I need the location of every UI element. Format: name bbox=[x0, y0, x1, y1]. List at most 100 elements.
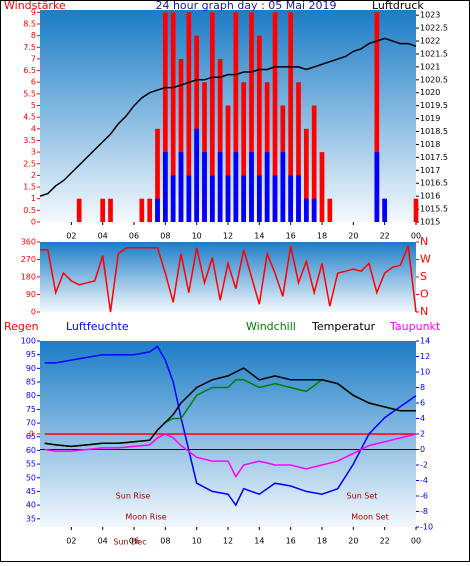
legend-entry: Regen bbox=[4, 320, 39, 333]
wind-bar bbox=[194, 128, 200, 222]
wind-bar bbox=[296, 175, 301, 222]
wind-bar bbox=[319, 152, 325, 222]
wind-bar bbox=[327, 198, 333, 222]
wind-bar bbox=[217, 152, 223, 222]
x-tick-label: 12 bbox=[223, 537, 233, 546]
y-tick-label: 270 bbox=[21, 255, 36, 264]
y-label: Windstärke bbox=[4, 0, 66, 12]
y-tick-label: 0 bbox=[31, 308, 36, 317]
y-tick-label: 9 bbox=[31, 8, 36, 17]
x-tick-label: 04 bbox=[98, 537, 108, 546]
annotation: Moon Rise bbox=[125, 513, 166, 522]
y-tick-label: 2.5 bbox=[23, 159, 36, 168]
wind-bar bbox=[209, 175, 215, 222]
legend-entry: Luftfeuchte bbox=[66, 320, 129, 333]
y-tick-label: 95 bbox=[26, 350, 36, 359]
x-tick-label: 18 bbox=[317, 232, 327, 241]
wind-bar bbox=[139, 198, 145, 222]
y2-tick-label: 1018.5 bbox=[420, 127, 448, 136]
wind-bar bbox=[382, 198, 388, 222]
y2-tick-label: 1021.5 bbox=[420, 49, 448, 58]
annotation: Sun Set bbox=[347, 492, 378, 501]
wind-bar bbox=[249, 12, 254, 223]
y2-tick-label: S bbox=[420, 270, 427, 283]
wind-bar bbox=[264, 152, 270, 222]
wind-bar bbox=[303, 198, 309, 222]
y-tick-label: 180 bbox=[21, 273, 36, 282]
x-tick-label: 02 bbox=[66, 537, 76, 546]
wind-bar bbox=[311, 198, 317, 222]
y-tick-label: 4 bbox=[31, 124, 36, 133]
y-tick-label: 1 bbox=[31, 194, 36, 203]
wind-bar bbox=[256, 35, 262, 222]
y-tick-label: 60 bbox=[26, 446, 36, 455]
y2-tick-label: N bbox=[420, 305, 428, 318]
wind-bar bbox=[217, 58, 223, 222]
wind-bar bbox=[209, 12, 215, 223]
x-tick-label: 00 bbox=[411, 537, 421, 546]
wind-bar bbox=[100, 198, 106, 222]
x-tick-label: 06 bbox=[129, 537, 139, 546]
annotation: Moon Set bbox=[351, 513, 388, 522]
y-tick-label: 360 bbox=[21, 238, 36, 247]
y-tick-label: 0.5 bbox=[23, 206, 36, 215]
y-tick-label: 3.5 bbox=[23, 136, 36, 145]
x-tick-label: 16 bbox=[286, 537, 296, 546]
data-line bbox=[44, 345, 417, 507]
y-tick-label: 40 bbox=[26, 501, 36, 510]
y-tick-label: 1.5 bbox=[23, 183, 36, 192]
y2-tick-label: 12 bbox=[420, 352, 430, 361]
y2-tick-label: W bbox=[420, 253, 431, 266]
legend-entry: Temperatur bbox=[311, 320, 376, 333]
chart-title: 24 hour graph day : 05 Mai 2019 bbox=[155, 0, 336, 12]
data-line bbox=[44, 433, 417, 479]
wind-bar bbox=[225, 175, 231, 222]
y-tick-label: 5 bbox=[31, 101, 36, 110]
y-tick-label: 90 bbox=[26, 290, 36, 299]
y2-tick-label: -2 bbox=[420, 461, 428, 470]
y2-tick-label: 1021 bbox=[420, 62, 440, 71]
data-line bbox=[44, 367, 416, 448]
y2-label: Luftdruck bbox=[372, 0, 424, 12]
x-tick-label: 18 bbox=[317, 537, 327, 546]
wind-bar bbox=[162, 152, 168, 222]
y-tick-label: 2 bbox=[31, 171, 36, 180]
x-tick-label: 10 bbox=[192, 537, 202, 546]
wind-bar bbox=[162, 12, 168, 223]
y-tick-label: 5.5 bbox=[23, 89, 36, 98]
x-tick-label: 14 bbox=[254, 232, 264, 241]
wind-bar bbox=[108, 198, 113, 222]
x-tick-label: 10 bbox=[192, 232, 202, 241]
wind-bar bbox=[155, 198, 160, 222]
y2-tick-label: 1020 bbox=[420, 88, 440, 97]
y2-tick-label: 1022 bbox=[420, 37, 440, 46]
y-tick-label: 6.5 bbox=[23, 66, 36, 75]
wind-bar bbox=[272, 12, 278, 223]
y-tick-label: 0 bbox=[31, 218, 36, 227]
y2-tick-label: -6 bbox=[420, 492, 428, 501]
y2-tick-label: 0 bbox=[420, 445, 425, 454]
y-tick-label: 100 bbox=[21, 337, 36, 346]
y-tick-label: 3 bbox=[31, 148, 36, 157]
y2-tick-label: 4 bbox=[420, 414, 425, 423]
y-tick-label: 85 bbox=[26, 378, 36, 387]
wind-bar bbox=[288, 175, 294, 222]
wind-bar bbox=[288, 12, 294, 223]
y-tick-label: 7.5 bbox=[23, 43, 36, 52]
y-tick-label: 75 bbox=[26, 405, 36, 414]
x-tick-label: 14 bbox=[254, 537, 264, 546]
y-tick-label: 90 bbox=[26, 364, 36, 373]
x-tick-label: 16 bbox=[286, 232, 296, 241]
y2-tick-label: 6 bbox=[420, 399, 425, 408]
y-tick-label: 7 bbox=[31, 54, 36, 63]
x-tick-label: 20 bbox=[348, 232, 358, 241]
y2-tick-label: 1017.5 bbox=[420, 153, 448, 162]
x-tick-label: 08 bbox=[160, 537, 170, 546]
y-tick-label: 45 bbox=[26, 487, 36, 496]
wind-bar bbox=[303, 128, 309, 222]
y-tick-label: 65 bbox=[26, 432, 36, 441]
x-tick-label: 02 bbox=[66, 232, 76, 241]
data-line bbox=[39, 37, 417, 197]
y2-tick-label: 1016.5 bbox=[420, 179, 448, 188]
y-tick-label: 8 bbox=[31, 31, 36, 40]
